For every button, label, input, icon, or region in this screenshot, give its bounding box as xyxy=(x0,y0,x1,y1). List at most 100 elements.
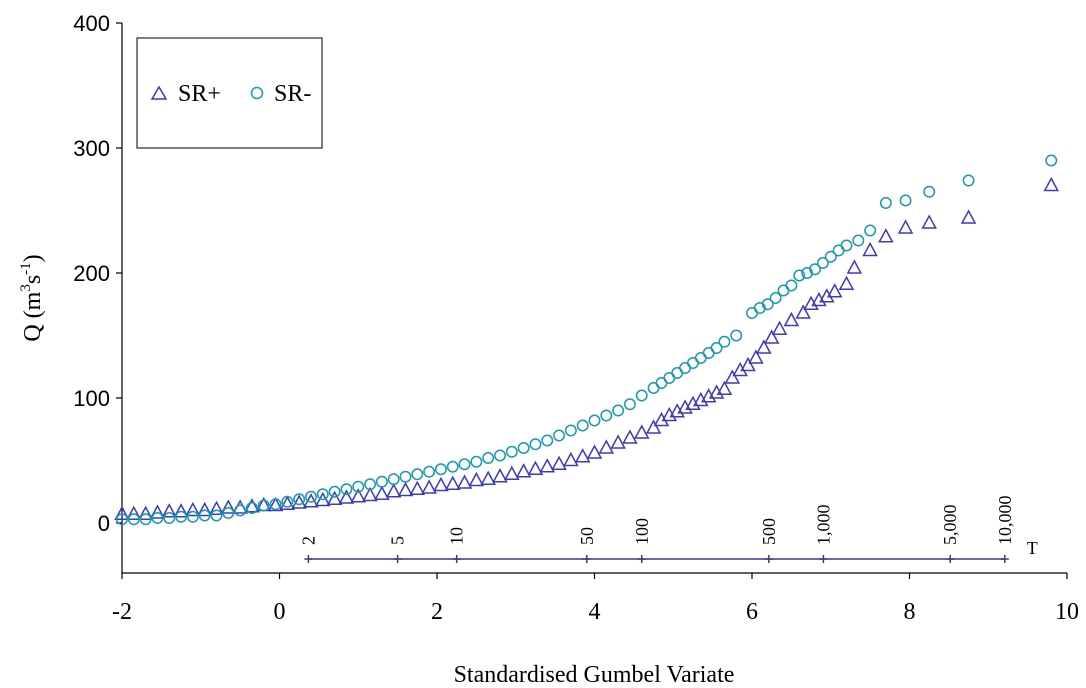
series-sr-minus xyxy=(116,154,1058,526)
point-sr-minus xyxy=(686,357,699,369)
point-sr-plus xyxy=(126,505,142,520)
point-sr-minus xyxy=(375,475,388,488)
point-sr-plus xyxy=(598,439,615,454)
point-sr-plus xyxy=(291,494,307,509)
point-sr-minus xyxy=(340,483,353,496)
point-sr-minus xyxy=(746,307,758,319)
point-sr-minus xyxy=(387,473,400,486)
return-period-scale: 2 5 10 50 100 500 1,000 5,000 10,000 T xyxy=(298,496,1038,563)
point-sr-minus xyxy=(816,257,829,269)
point-sr-plus xyxy=(645,419,662,434)
point-sr-plus xyxy=(385,483,402,498)
point-sr-plus xyxy=(185,501,201,517)
return-period-label: 5,000 xyxy=(940,505,960,546)
point-sr-plus xyxy=(480,470,496,485)
point-sr-minus xyxy=(470,455,483,468)
point-sr-minus xyxy=(163,512,176,524)
point-sr-plus xyxy=(267,496,284,512)
point-sr-plus xyxy=(149,504,166,519)
point-sr-plus xyxy=(161,503,178,518)
point-sr-plus xyxy=(732,361,748,377)
point-sr-minus xyxy=(612,404,625,417)
point-sr-minus xyxy=(139,513,152,526)
point-sr-minus xyxy=(710,342,723,354)
point-sr-minus xyxy=(923,185,936,198)
point-sr-plus xyxy=(622,429,638,444)
point-sr-plus xyxy=(771,320,788,335)
return-period-label: 10 xyxy=(447,527,467,545)
point-sr-plus xyxy=(838,275,855,290)
point-sr-minus xyxy=(482,452,495,464)
point-sr-minus xyxy=(777,284,790,297)
point-sr-plus xyxy=(279,495,296,510)
y-tick-label: 0 xyxy=(98,511,110,536)
point-sr-minus xyxy=(793,269,806,282)
point-sr-minus xyxy=(718,335,731,348)
point-sr-minus xyxy=(151,512,164,524)
point-sr-plus xyxy=(504,465,520,480)
point-sr-minus xyxy=(761,298,774,311)
point-sr-minus xyxy=(434,463,447,476)
y-tick-label: 400 xyxy=(73,11,110,36)
point-sr-minus xyxy=(423,465,436,478)
y-label-mid: s xyxy=(20,275,46,284)
point-sr-plus xyxy=(338,489,355,504)
point-sr-minus xyxy=(529,438,542,451)
point-sr-minus xyxy=(679,362,692,374)
point-sr-minus xyxy=(446,460,459,473)
return-period-label: 1,000 xyxy=(813,505,833,546)
point-sr-minus xyxy=(1045,154,1058,167)
point-sr-minus xyxy=(116,513,128,526)
return-period-label: 2 xyxy=(298,536,318,545)
point-sr-minus xyxy=(864,224,877,237)
point-sr-plus xyxy=(748,349,764,364)
point-sr-plus xyxy=(960,209,977,224)
point-sr-minus xyxy=(127,513,140,526)
point-sr-plus xyxy=(756,339,772,354)
point-sr-minus xyxy=(269,498,282,511)
point-sr-plus xyxy=(783,311,800,327)
point-sr-plus xyxy=(574,448,591,463)
point-sr-minus xyxy=(832,244,845,257)
y-label-sup1: 3 xyxy=(18,284,34,292)
x-tick-label: 8 xyxy=(904,599,916,625)
return-period-label: 5 xyxy=(388,536,408,545)
point-sr-minus xyxy=(769,292,782,304)
x-tick-label: 4 xyxy=(589,599,601,625)
point-sr-minus xyxy=(600,409,613,422)
point-sr-plus xyxy=(862,241,878,257)
point-sr-plus xyxy=(114,505,130,520)
point-sr-minus xyxy=(316,488,329,501)
point-sr-minus xyxy=(879,197,892,209)
point-sr-minus xyxy=(281,495,294,508)
point-sr-plus xyxy=(724,369,741,384)
return-period-label: 500 xyxy=(759,518,779,545)
point-sr-minus xyxy=(198,509,211,522)
point-sr-plus xyxy=(444,475,461,490)
point-sr-minus xyxy=(222,507,235,519)
point-sr-plus xyxy=(173,503,189,518)
point-sr-minus xyxy=(245,502,258,514)
y-tick-label: 200 xyxy=(73,261,110,286)
legend-label-sr-plus: SR+ xyxy=(178,81,221,107)
point-sr-minus xyxy=(352,480,365,493)
point-sr-plus xyxy=(539,458,556,473)
legend-marker-sr-minus xyxy=(250,86,264,100)
point-sr-minus xyxy=(210,509,223,522)
point-sr-minus xyxy=(411,468,424,481)
point-sr-plus xyxy=(921,214,937,229)
point-sr-plus xyxy=(527,460,544,475)
point-sr-plus xyxy=(515,463,532,478)
return-period-label: 50 xyxy=(577,527,597,545)
point-sr-plus xyxy=(456,474,473,489)
point-sr-minus xyxy=(663,372,676,384)
point-sr-plus xyxy=(740,356,756,372)
point-sr-plus xyxy=(492,468,508,483)
point-sr-minus xyxy=(234,504,247,517)
point-sr-minus xyxy=(702,347,715,359)
point-sr-minus xyxy=(694,352,707,364)
legend: SR+ SR- xyxy=(136,37,323,149)
point-sr-minus xyxy=(647,382,660,394)
point-sr-plus xyxy=(137,505,154,520)
